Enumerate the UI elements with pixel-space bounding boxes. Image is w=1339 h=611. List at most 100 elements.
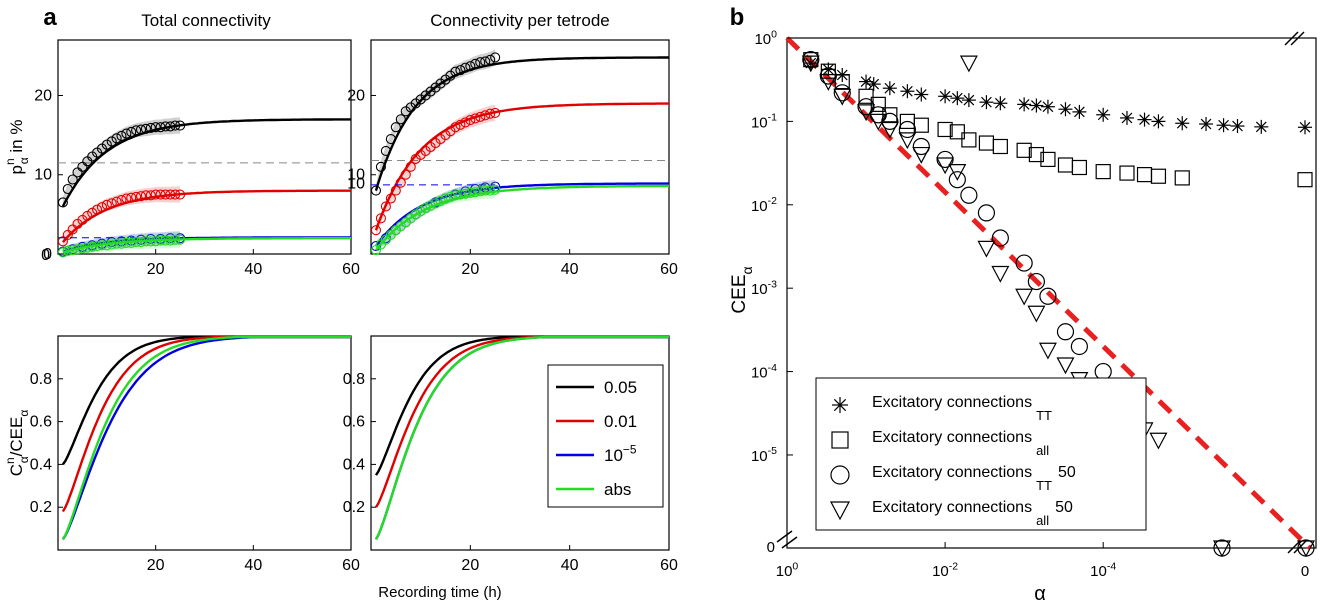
marker-square: [1016, 142, 1032, 158]
data-point-0.05: [145, 122, 156, 134]
axis-break: [781, 536, 798, 549]
data-point-abs: [62, 245, 73, 256]
data-point-0.01: [395, 177, 406, 188]
star-stroke: [1097, 109, 1109, 121]
data-point-0.01: [400, 169, 411, 180]
confidence-band-0.01: [62, 186, 181, 247]
data-point-0.05: [485, 54, 496, 65]
data-point-abs: [170, 234, 181, 245]
data-point-abs: [470, 187, 481, 198]
marker-circle: [1070, 337, 1088, 356]
data-point-abs: [485, 185, 496, 196]
marker-triangle: [991, 265, 1010, 283]
data-point-abs: [175, 234, 186, 245]
y-tick-label: 10-1: [751, 112, 777, 132]
y-tick-label: 100: [754, 28, 777, 48]
curve-abs: [61, 335, 351, 540]
legend-panel-a: 0.05 0.01 10−5 abs: [547, 364, 664, 508]
marker-triangle: [1297, 540, 1315, 558]
marker-circle: [833, 84, 851, 102]
marker-star: [1298, 120, 1312, 135]
data-point-abs: [480, 185, 491, 196]
x-tick-label: 40: [561, 261, 579, 278]
star-stroke: [1218, 119, 1229, 131]
marker-square: [1028, 146, 1044, 163]
panel-b-label: b: [730, 4, 745, 31]
legend-label: Excitatory connectionsall: [872, 429, 1049, 458]
data-point-abs: [72, 244, 83, 255]
data-point-abs: [106, 239, 117, 250]
data-point-0.01: [131, 191, 142, 202]
data-point-0.05: [455, 65, 466, 76]
y-tick-label: 0.6: [30, 414, 52, 431]
star-stroke: [868, 78, 880, 90]
marker-circle: [991, 229, 1009, 247]
star-stroke: [1200, 118, 1212, 130]
data-point-10^-5: [145, 233, 156, 244]
data-point-0.05: [450, 66, 461, 77]
legend-marker-square: [831, 431, 849, 449]
marker-circle: [881, 112, 899, 130]
data-point-0.01: [145, 190, 156, 201]
data-point-0.01: [475, 111, 486, 122]
data-point-0.05: [375, 161, 386, 172]
marker-square: [803, 52, 819, 68]
data-point-abs: [57, 247, 68, 258]
data-point-abs: [370, 244, 382, 256]
data-point-0.05: [121, 128, 132, 139]
marker-circle: [1015, 254, 1033, 272]
data-point-0.05: [390, 122, 401, 133]
marker-triangle: [1056, 357, 1075, 375]
x-tick-label: 60: [342, 557, 360, 574]
marker-square: [1150, 168, 1167, 184]
star-stroke: [833, 398, 847, 412]
legend-box: [547, 364, 664, 508]
annotation-10: 10: [347, 176, 365, 193]
data-point-0.05: [140, 123, 151, 134]
marker-star: [1137, 112, 1152, 127]
data-point-abs: [96, 240, 107, 251]
marker-star: [866, 77, 881, 92]
y-tick-label: 10-3: [751, 278, 777, 298]
data-point-0.05: [57, 197, 68, 208]
data-point-0.05: [380, 145, 391, 157]
legend-label: Excitatory connectionsTT: [872, 394, 1052, 423]
data-point-0.01: [405, 161, 416, 172]
data-point-0.05: [385, 134, 396, 145]
data-point-abs: [101, 240, 112, 251]
fit-line-0.01: [374, 102, 669, 231]
chart-a-bottom-left: 20 40 60 0.2 0.4 0.6 0.8: [30, 335, 360, 574]
marker-triangle: [936, 157, 955, 175]
marker-triangle: [948, 164, 967, 181]
axis-break: [1287, 540, 1301, 554]
y-axis-label-cee: CEEα: [729, 266, 755, 313]
data-point-abs: [420, 202, 431, 214]
data-point-abs: [87, 241, 98, 252]
data-point-0.01: [480, 110, 491, 121]
y-tick-label-zero: 0: [767, 539, 775, 556]
data-point-abs: [92, 241, 103, 252]
x-tick-label: 60: [660, 557, 678, 574]
marker-square: [1174, 170, 1190, 186]
data-point-0.01: [150, 189, 161, 200]
data-point-0.05: [131, 125, 142, 136]
data-point-0.01: [96, 202, 107, 213]
x-axis-label-alpha: α: [1034, 583, 1046, 605]
legend-label: 0.05: [604, 378, 637, 397]
star-stroke: [902, 85, 913, 97]
data-point-abs: [465, 187, 476, 199]
data-point-abs: [155, 235, 166, 246]
data-point-0.01: [92, 204, 103, 215]
column-title-total: Total connectivity: [141, 11, 271, 30]
marker-circle: [936, 150, 954, 169]
chart-a-top-right: 20 40 60 10 20 10: [347, 39, 678, 278]
data-point-0.01: [465, 115, 476, 126]
marker-star: [1119, 110, 1134, 125]
data-point-0.01: [450, 122, 461, 133]
y-tick-label: 0.8: [30, 371, 52, 388]
y-tick-label: 0.4: [343, 456, 365, 473]
star-stroke: [1176, 117, 1188, 129]
data-point-0.05: [370, 185, 382, 196]
